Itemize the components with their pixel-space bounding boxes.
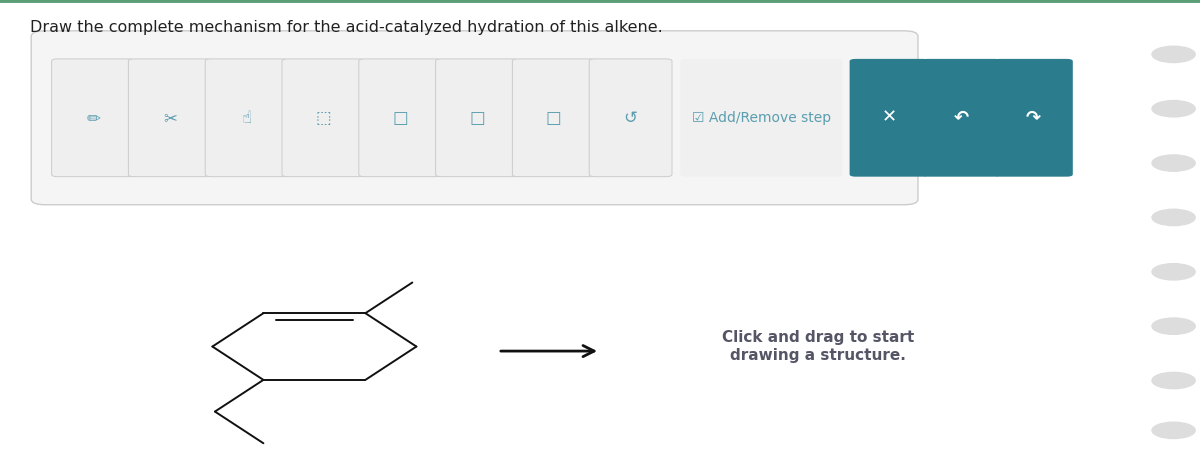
Circle shape xyxy=(1152,422,1195,439)
Circle shape xyxy=(1152,101,1195,117)
Text: ↶: ↶ xyxy=(954,109,968,127)
Text: ✂: ✂ xyxy=(163,109,176,127)
FancyBboxPatch shape xyxy=(922,59,1001,177)
Text: ✏: ✏ xyxy=(86,109,100,127)
Text: ⬚: ⬚ xyxy=(316,109,331,127)
Text: ↷: ↷ xyxy=(1026,109,1040,127)
FancyBboxPatch shape xyxy=(52,59,134,177)
FancyBboxPatch shape xyxy=(205,59,288,177)
FancyBboxPatch shape xyxy=(128,59,211,177)
Text: ✕: ✕ xyxy=(882,109,896,127)
FancyBboxPatch shape xyxy=(994,59,1073,177)
FancyBboxPatch shape xyxy=(850,59,929,177)
FancyBboxPatch shape xyxy=(680,59,842,177)
Text: ☑ Add/Remove step: ☑ Add/Remove step xyxy=(692,111,830,125)
Circle shape xyxy=(1152,372,1195,389)
Circle shape xyxy=(1152,264,1195,280)
FancyBboxPatch shape xyxy=(512,59,595,177)
FancyBboxPatch shape xyxy=(31,31,918,205)
FancyBboxPatch shape xyxy=(282,59,365,177)
Text: ☝: ☝ xyxy=(241,109,252,127)
Text: Draw the complete mechanism for the acid-catalyzed hydration of this alkene.: Draw the complete mechanism for the acid… xyxy=(30,20,662,35)
Text: Click and drag to start
drawing a structure.: Click and drag to start drawing a struct… xyxy=(722,330,914,363)
Text: □: □ xyxy=(546,109,562,127)
FancyBboxPatch shape xyxy=(436,59,518,177)
Text: ↺: ↺ xyxy=(624,109,637,127)
Circle shape xyxy=(1152,155,1195,171)
FancyBboxPatch shape xyxy=(359,59,442,177)
Circle shape xyxy=(1152,209,1195,226)
Text: □: □ xyxy=(469,109,485,127)
Circle shape xyxy=(1152,46,1195,63)
Circle shape xyxy=(1152,318,1195,334)
FancyBboxPatch shape xyxy=(589,59,672,177)
Text: □: □ xyxy=(392,109,408,127)
